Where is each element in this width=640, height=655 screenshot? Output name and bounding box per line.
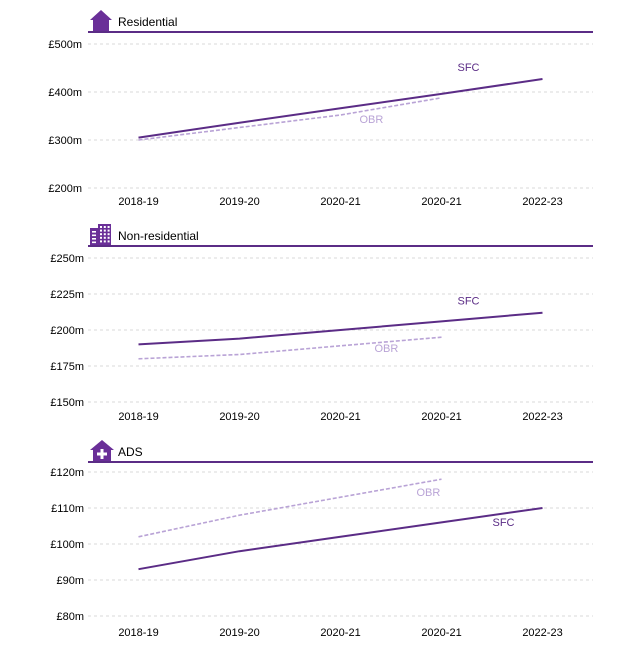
x-tick-label: 2019-20 [219,411,259,423]
y-tick-label: £110m [51,503,84,515]
y-tick-label: £80m [56,611,84,623]
x-tick-label: 2018-19 [118,411,158,423]
y-tick-label: £120m [50,467,84,479]
series-line-obr [138,478,442,538]
house-icon [90,10,112,31]
x-tick-label: 2019-20 [219,627,259,639]
series-line-obr [138,336,442,360]
x-tick-label: 2018-19 [118,196,158,208]
series-label-sfc: SFC [493,517,515,529]
panel-title: Non-residential [118,229,199,243]
y-tick-label: £250m [50,253,84,265]
y-tick-label: £200m [50,325,84,337]
y-tick-label: £175m [50,361,84,373]
y-tick-label: £100m [50,539,84,551]
house-plus-icon [90,440,114,462]
y-tick-label: £200m [48,183,82,195]
y-tick-label: £225m [50,289,84,301]
x-tick-label: 2020-21 [320,627,360,639]
x-tick-label: 2019-20 [219,196,259,208]
x-tick-label: 2022-23 [522,411,562,423]
x-tick-label: 2020-21 [421,196,461,208]
y-tick-label: £500m [48,39,82,51]
series-line-obr [138,97,442,141]
x-tick-label: 2020-21 [320,196,360,208]
office-building-icon [90,224,111,245]
series-line-sfc [138,311,543,346]
series-line-sfc [138,78,543,139]
x-tick-label: 2022-23 [522,627,562,639]
x-tick-label: 2022-23 [522,196,562,208]
y-tick-label: £90m [56,575,84,587]
x-tick-label: 2020-21 [421,411,461,423]
series-label-obr: OBR [417,487,441,499]
series-line-sfc [138,507,543,571]
series-label-obr: OBR [375,343,399,355]
x-tick-label: 2020-21 [320,411,360,423]
y-tick-label: £300m [48,135,82,147]
panel-title: Residential [118,15,177,29]
y-tick-label: £400m [48,87,82,99]
series-label-sfc: SFC [458,62,480,74]
series-label-sfc: SFC [458,296,480,308]
series-label-obr: OBR [360,114,384,126]
x-tick-label: 2020-21 [421,627,461,639]
y-tick-label: £150m [50,397,84,409]
x-tick-label: 2018-19 [118,627,158,639]
panel-title: ADS [118,445,143,459]
